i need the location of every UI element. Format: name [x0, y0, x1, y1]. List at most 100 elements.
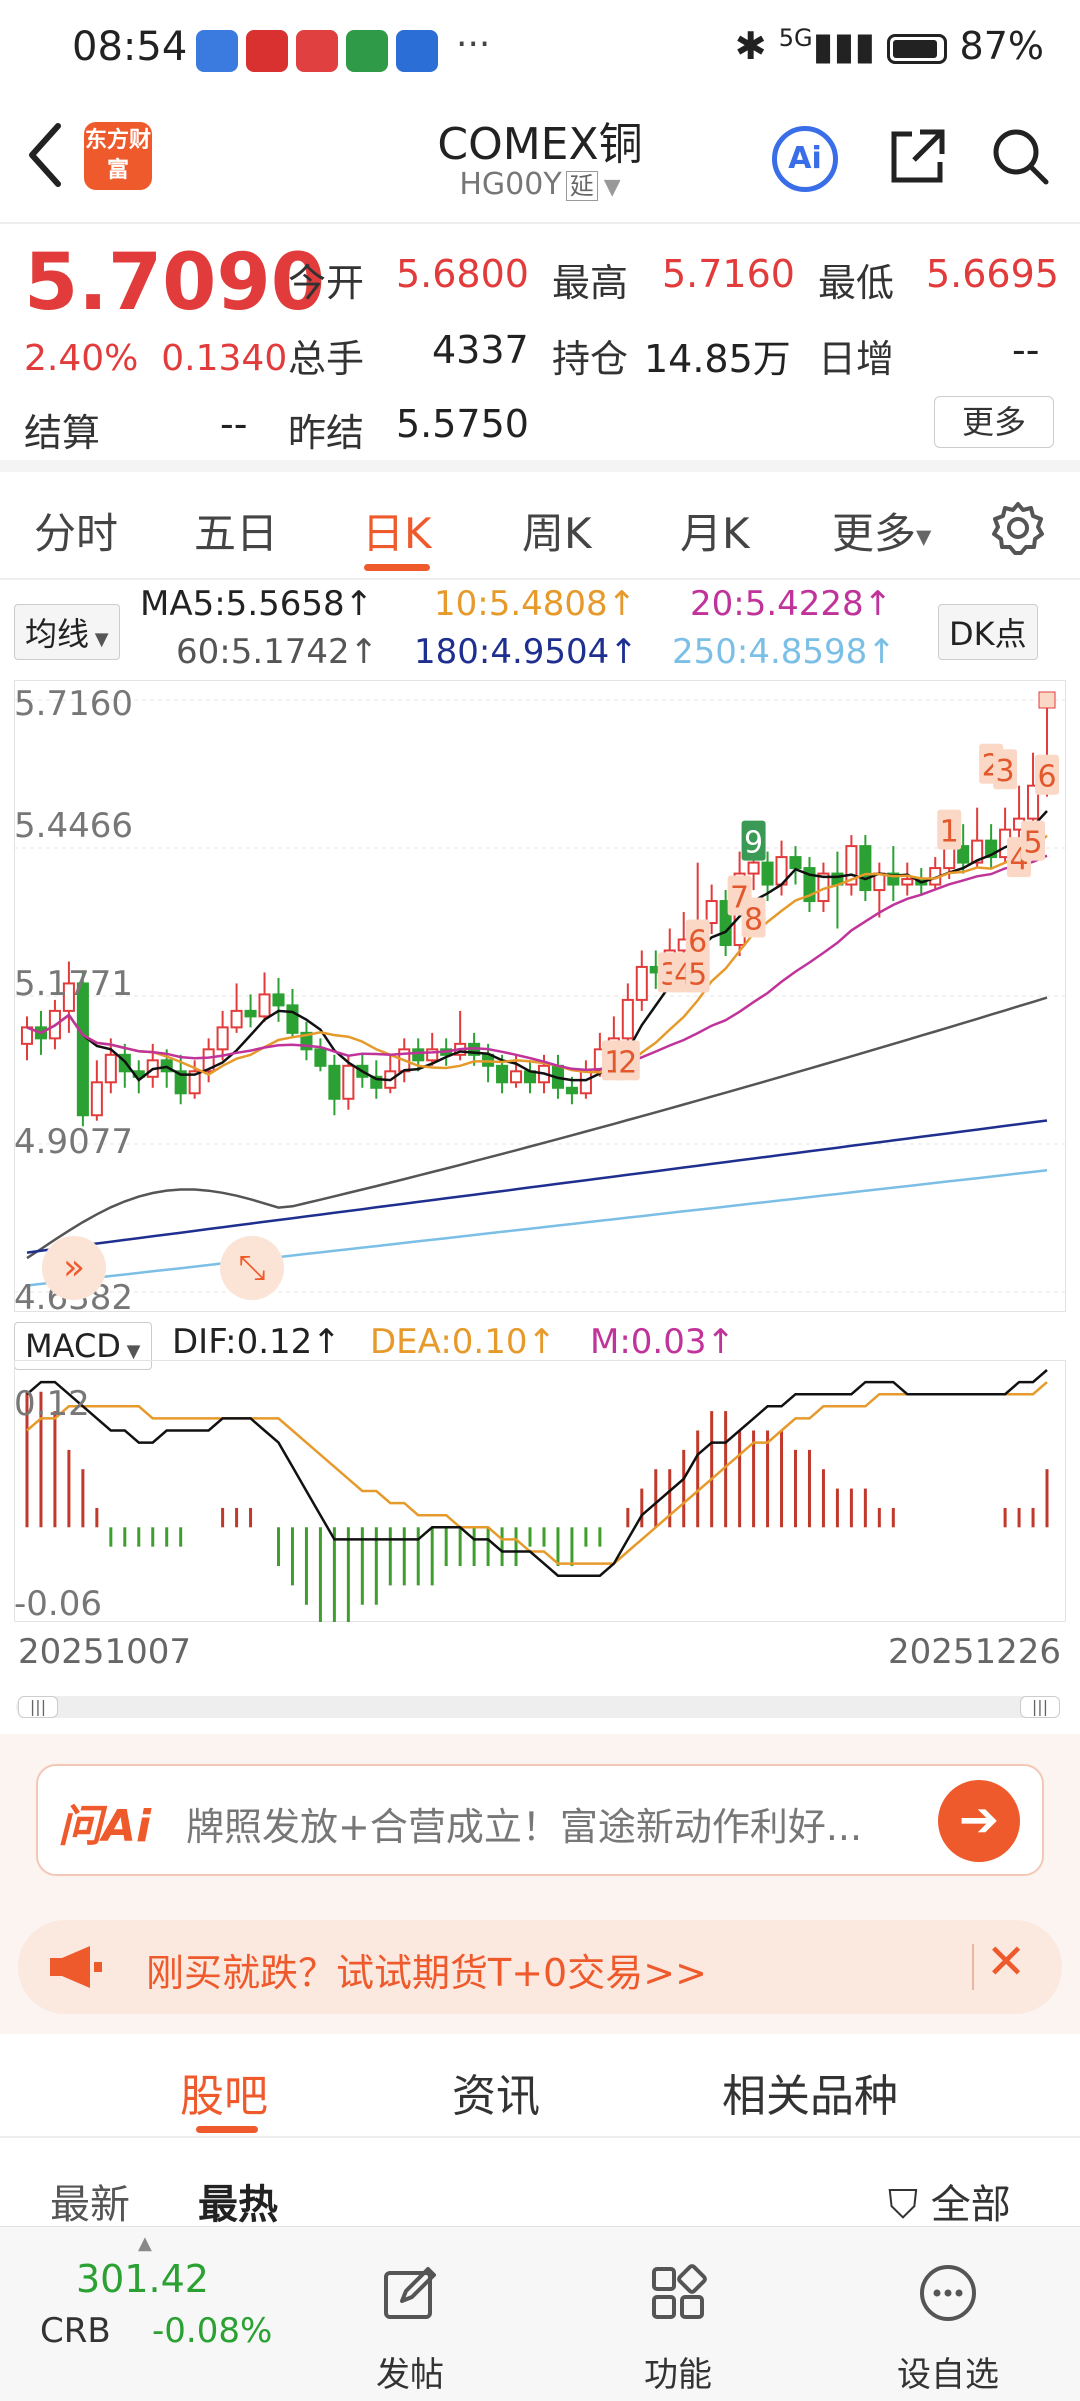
candle-body [789, 856, 802, 870]
macd-chart[interactable] [14, 1360, 1066, 1622]
ai-button[interactable]: Ai [772, 126, 838, 192]
candle-body [328, 1064, 341, 1100]
filter-button[interactable]: ⛉ 全部 [888, 2172, 1011, 2230]
expand-left-icon[interactable]: » [42, 1236, 106, 1300]
search-icon[interactable] [990, 126, 1050, 186]
signal-label: 3 [996, 754, 1015, 789]
candle-body [258, 993, 271, 1018]
back-button[interactable] [24, 120, 84, 200]
dea-line [26, 1381, 1048, 1565]
tab-daily-k[interactable]: 日K [362, 509, 432, 558]
low-value: 5.6695 [926, 252, 1059, 296]
signal-label-box [937, 809, 962, 850]
candle-body [202, 1048, 215, 1073]
y-axis-label: 5.1771 [14, 964, 133, 1004]
contract-code[interactable]: HG00Y 延 ▼ [0, 166, 1080, 202]
notification-icons [196, 30, 446, 72]
tab-more[interactable]: 更多▼ [832, 500, 931, 561]
candle-body [412, 1048, 425, 1062]
index-change: -0.08% [152, 2311, 273, 2351]
tab-monthly-k[interactable]: 月K [680, 509, 750, 558]
start-date: 20251007 [18, 1632, 192, 1672]
dif-line [26, 1369, 1048, 1577]
sort-tabs: 最新 最热 ⛉ 全部 [0, 2140, 1080, 2228]
candle-body [272, 993, 285, 1007]
fullscreen-icon[interactable]: ⤡ [220, 1236, 284, 1300]
candle-body [370, 1075, 383, 1089]
app-header: 东方财富 COMEX铜 HG00Y 延 ▼ Ai [0, 100, 1080, 220]
app-logo: 东方财富 [84, 122, 152, 190]
more-notifications-icon: ··· [456, 24, 491, 65]
dk-point-button[interactable]: DK点 [938, 604, 1038, 660]
volume-label: 总手 [288, 337, 365, 381]
ma10-label: 10:5.4808↑ [434, 584, 637, 624]
ask-ai-bar[interactable]: 问Ai 牌照发放+合营成立！富途新动作利好... ➔ [36, 1764, 1044, 1876]
more-quote-button[interactable]: 更多 [934, 396, 1054, 448]
functions-label[interactable]: 功能 [644, 2355, 712, 2395]
macd-y-label: 0.12 [14, 1384, 90, 1424]
tab-news[interactable]: 资讯 [452, 2071, 540, 2122]
ma180-line [26, 1119, 1048, 1254]
candle-body [621, 998, 634, 1040]
candle-body [1027, 784, 1040, 820]
candle-body [985, 839, 998, 859]
post-label[interactable]: 发帖 [376, 2355, 444, 2395]
tab-related[interactable]: 相关品种 [722, 2071, 898, 2122]
chart-scrollbar[interactable] [16, 1696, 1060, 1718]
signal-label: 5 [688, 957, 707, 992]
candle-body [230, 1009, 243, 1029]
candle-body [216, 1026, 229, 1051]
candle-body [803, 867, 816, 903]
sort-hot[interactable]: 最热 [198, 2182, 278, 2228]
caret-down-icon: ▼ [120, 1341, 141, 1362]
signal-label-box [615, 1040, 640, 1081]
candle-body [20, 1026, 34, 1045]
tab-five-day[interactable]: 五日 [194, 509, 279, 558]
quote-panel: 5.7090 2.40% 0.1340 今开 5.6800 最高 5.7160 … [0, 224, 1080, 455]
megaphone-icon [50, 1946, 102, 1988]
gear-icon[interactable] [990, 500, 1046, 556]
indicator-selector[interactable]: MACD ▼ [14, 1322, 152, 1370]
scroll-handle-left[interactable]: ||| [18, 1696, 58, 1718]
promo-banner[interactable]: 刚买就跌？试试期货T+0交易>> ✕ [18, 1920, 1062, 2014]
signal-label: 8 [744, 903, 763, 938]
edit-icon[interactable] [380, 2263, 440, 2323]
share-icon[interactable] [888, 126, 948, 186]
ask-ai-logo: 问Ai [58, 1801, 152, 1852]
candle-body [104, 1053, 117, 1084]
signal-icon: 5G [778, 24, 813, 52]
y-axis-label: 5.4466 [14, 806, 133, 846]
app-notification-icon [396, 30, 438, 72]
signal-label-box [685, 919, 710, 960]
tab-guba[interactable]: 股吧 [180, 2071, 268, 2122]
signal-label: 1 [940, 815, 959, 850]
app-notification-icon [346, 30, 388, 72]
tab-more-label: 更多 [832, 509, 917, 558]
change-amount: 0.1340 [161, 338, 288, 379]
grid-icon[interactable] [648, 2263, 708, 2323]
arrow-right-icon[interactable]: ➔ [938, 1780, 1020, 1862]
battery-icon [887, 33, 948, 64]
index-value[interactable]: 301.42 [76, 2257, 209, 2301]
tab-intraday[interactable]: 分时 [34, 509, 119, 558]
watchlist-label[interactable]: 设自选 [897, 2355, 999, 2395]
signal-label-box [993, 749, 1018, 790]
close-icon[interactable]: ✕ [986, 1934, 1027, 1990]
scroll-handle-right[interactable]: ||| [1020, 1696, 1060, 1718]
macd-y-label: -0.06 [14, 1584, 102, 1624]
ma-selector[interactable]: 均线 ▼ [14, 604, 120, 660]
more-circle-icon[interactable] [918, 2263, 978, 2323]
candle-body [496, 1064, 509, 1084]
sort-latest[interactable]: 最新 [50, 2182, 130, 2228]
active-tab-indicator [196, 2126, 258, 2133]
bottom-navbar: ▲ 301.42 CRB -0.08% 发帖 功能 设自选 [0, 2226, 1080, 2401]
change-percent: 2.40% [24, 338, 139, 379]
candle-body [957, 845, 970, 864]
chart-frame [14, 680, 1066, 1312]
signal-label-box [1035, 754, 1060, 795]
index-name: CRB [40, 2311, 111, 2351]
chevron-down-icon: ▼ [603, 175, 621, 200]
tab-weekly-k[interactable]: 周K [522, 509, 592, 558]
filter-label: 全部 [930, 2182, 1011, 2228]
